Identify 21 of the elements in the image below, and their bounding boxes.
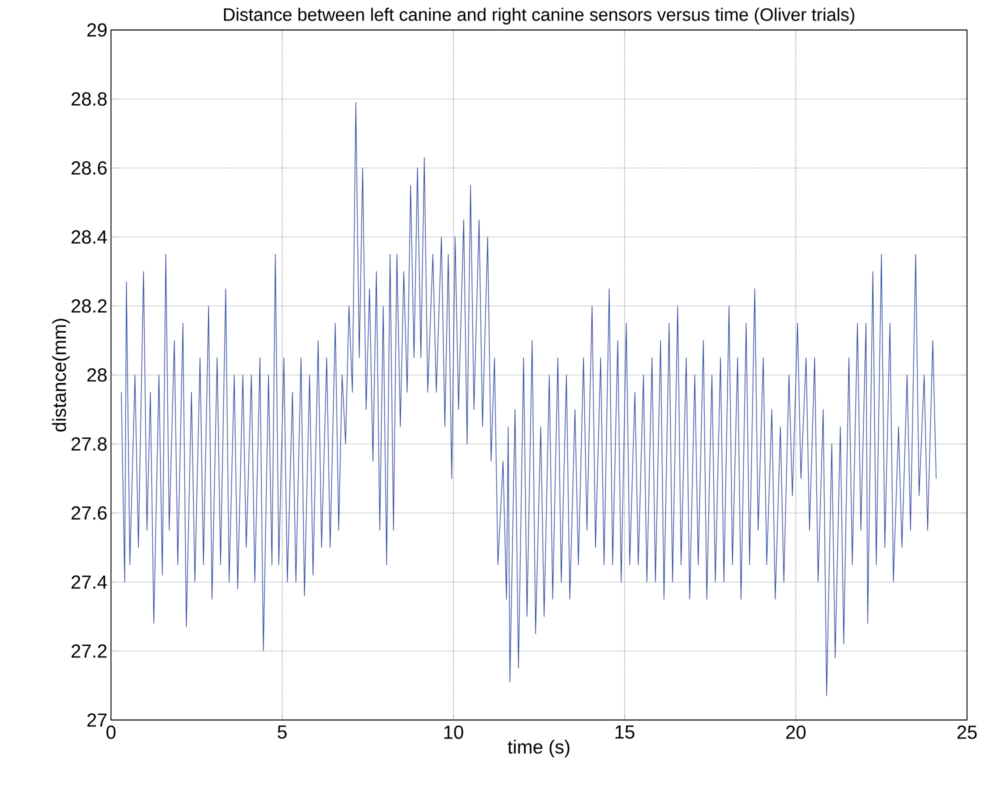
y-tick-label: 29 (87, 23, 107, 37)
x-axis-title: time (s) (508, 740, 570, 758)
y-tick-label: 28.8 (72, 92, 107, 106)
y-tick-label: 27 (87, 713, 107, 727)
chart-title: Distance between left canine and right canine sensors versus time (Oliver trials) (224, 8, 854, 24)
x-tick-label: 25 (957, 726, 977, 739)
y-tick-label: 28.4 (72, 230, 107, 244)
y-tick-label: 28.2 (72, 299, 107, 313)
x-tick-label: 20 (786, 726, 806, 739)
y-tick-label: 28 (87, 368, 107, 382)
x-tick-label: 5 (278, 726, 287, 739)
y-tick-label: 27.8 (72, 437, 107, 451)
y-axis-title: distance(mm) (52, 318, 70, 432)
x-tick-label: 15 (616, 726, 634, 739)
y-tick-label: 27.2 (72, 644, 107, 658)
x-tick-label: 0 (106, 726, 116, 739)
line-series (120, 102, 937, 696)
y-tick-label: 27.4 (72, 575, 107, 589)
y-tick-label: 27.6 (72, 506, 107, 520)
y-tick-label: 28.6 (72, 161, 107, 175)
x-tick-label: 10 (444, 726, 464, 739)
